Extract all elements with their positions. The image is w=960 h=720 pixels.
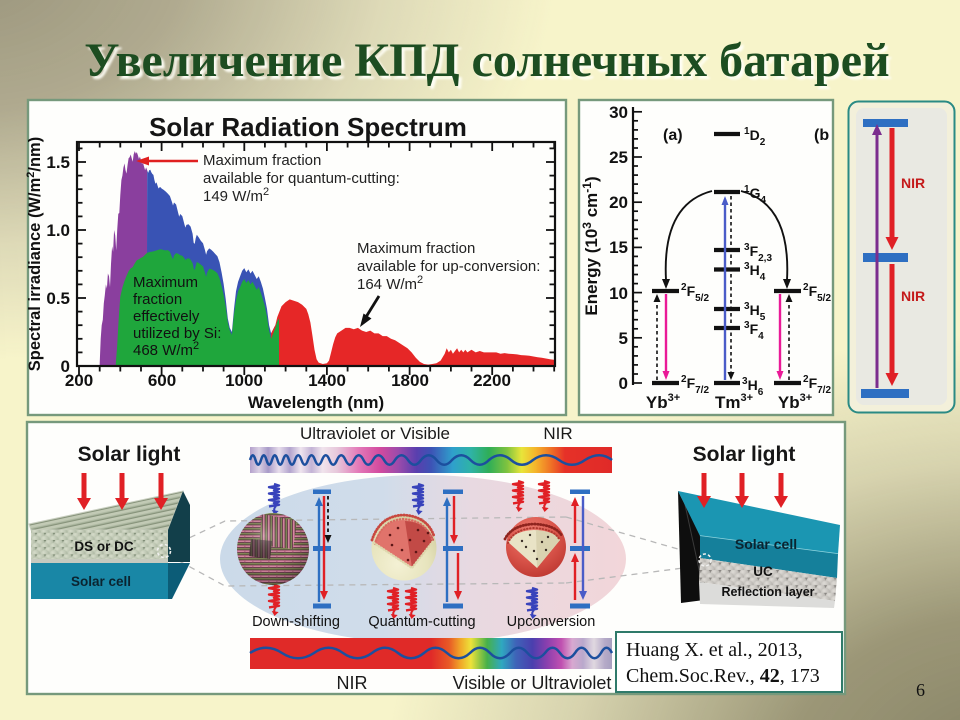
svg-text:1800: 1800 — [391, 371, 429, 390]
svg-text:Maximum fraction: Maximum fraction — [357, 240, 475, 257]
svg-text:10: 10 — [609, 284, 628, 303]
svg-text:0: 0 — [61, 357, 70, 376]
svg-text:fraction: fraction — [133, 291, 182, 308]
svg-text:NIR: NIR — [901, 288, 925, 304]
svg-text:(a): (a) — [663, 127, 683, 144]
svg-text:3H5: 3H5 — [744, 301, 766, 323]
svg-text:Solar cell: Solar cell — [71, 574, 131, 589]
svg-text:1G4: 1G4 — [744, 184, 766, 206]
svg-text:NIR: NIR — [337, 673, 368, 693]
svg-text:Maximum fraction: Maximum fraction — [203, 152, 321, 169]
svg-text:UC: UC — [753, 564, 773, 579]
svg-text:available for quantum-cutting:: available for quantum-cutting: — [203, 170, 400, 187]
svg-text:1000: 1000 — [225, 371, 263, 390]
svg-text:20: 20 — [609, 193, 628, 212]
svg-text:Solar Radiation Spectrum: Solar Radiation Spectrum — [149, 112, 467, 142]
svg-text:Maximum: Maximum — [133, 274, 198, 291]
svg-text:Quantum-cutting: Quantum-cutting — [368, 614, 475, 630]
svg-text:Huang X. et al., 2013,: Huang X. et al., 2013, — [626, 639, 803, 661]
svg-text:NIR: NIR — [543, 424, 572, 443]
svg-text:0: 0 — [619, 374, 628, 393]
svg-text:3H4: 3H4 — [744, 261, 766, 283]
svg-text:Visible or Ultraviolet: Visible or Ultraviolet — [453, 673, 612, 693]
svg-text:30: 30 — [609, 103, 628, 122]
svg-text:468 W/m2: 468 W/m2 — [133, 340, 199, 359]
svg-text:2F7/2: 2F7/2 — [803, 374, 831, 396]
svg-text:NIR: NIR — [901, 175, 925, 191]
svg-text:0.5: 0.5 — [46, 289, 70, 308]
svg-text:DS or DC: DS or DC — [74, 539, 134, 554]
svg-text:utilized by Si:: utilized by Si: — [133, 325, 221, 342]
svg-text:3H6: 3H6 — [742, 376, 764, 398]
svg-text:164 W/m2: 164 W/m2 — [357, 274, 423, 293]
svg-text:Upconversion: Upconversion — [507, 614, 596, 630]
svg-text:Solar cell: Solar cell — [735, 536, 797, 552]
svg-text:3F4: 3F4 — [744, 320, 764, 342]
svg-text:2200: 2200 — [473, 371, 511, 390]
svg-text:Down-shifting: Down-shifting — [252, 614, 340, 630]
svg-text:Reflection layer: Reflection layer — [721, 585, 814, 599]
svg-text:effectively: effectively — [133, 308, 200, 325]
svg-text:1.0: 1.0 — [46, 221, 70, 240]
svg-text:149 W/m2: 149 W/m2 — [203, 186, 269, 205]
svg-text:600: 600 — [148, 371, 176, 390]
svg-text:Ultraviolet or Visible: Ultraviolet or Visible — [300, 424, 450, 443]
svg-text:25: 25 — [609, 148, 628, 167]
svg-text:15: 15 — [609, 238, 628, 257]
svg-text:2F5/2: 2F5/2 — [803, 282, 831, 304]
svg-text:Spectral irradiance (W/m2/nm): Spectral irradiance (W/m2/nm) — [25, 137, 44, 371]
svg-text:200: 200 — [65, 371, 93, 390]
svg-text:1400: 1400 — [308, 371, 346, 390]
svg-text:Solar light: Solar light — [78, 443, 181, 466]
svg-text:1D2: 1D2 — [744, 126, 766, 148]
svg-text:available for up-conversion:: available for up-conversion: — [357, 258, 540, 275]
svg-text:Wavelength (nm): Wavelength (nm) — [248, 393, 384, 412]
svg-text:3F2,3: 3F2,3 — [744, 242, 772, 264]
svg-text:5: 5 — [619, 329, 628, 348]
svg-text:1.5: 1.5 — [46, 153, 70, 172]
svg-text:2F7/2: 2F7/2 — [681, 374, 709, 396]
svg-text:Energy (103 cm-1): Energy (103 cm-1) — [580, 176, 601, 315]
svg-text:6: 6 — [916, 680, 925, 700]
svg-text:2F5/2: 2F5/2 — [681, 282, 709, 304]
svg-text:Chem.Soc.Rev., 42, 173: Chem.Soc.Rev., 42, 173 — [626, 665, 820, 687]
svg-text:(b: (b — [814, 127, 829, 144]
svg-text:Solar light: Solar light — [693, 443, 796, 466]
